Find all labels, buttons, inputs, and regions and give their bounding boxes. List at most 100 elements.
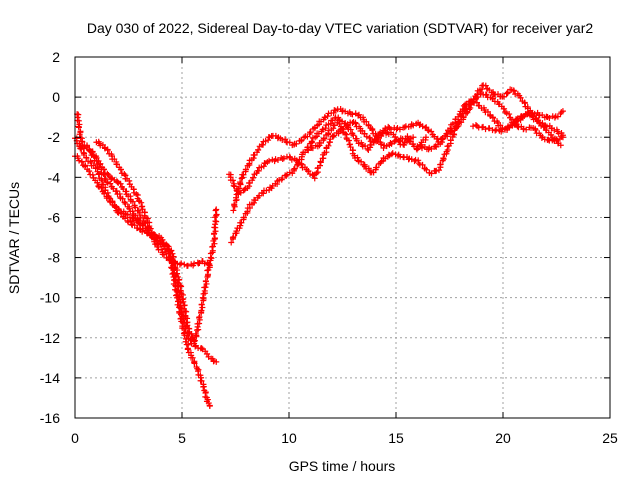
data-point	[178, 310, 185, 317]
data-point	[212, 207, 219, 214]
data-point	[387, 139, 394, 146]
data-point	[202, 284, 209, 291]
data-point	[301, 134, 308, 141]
y-tick-label: -14	[40, 370, 60, 386]
data-point	[139, 228, 146, 235]
data-point	[76, 131, 83, 138]
data-point	[198, 345, 205, 352]
data-point	[104, 147, 111, 154]
chart-title: Day 030 of 2022, Sidereal Day-to-day VTE…	[87, 20, 593, 36]
data-point	[76, 157, 83, 164]
data-point	[178, 260, 185, 267]
data-point	[326, 139, 333, 146]
data-point	[501, 105, 508, 112]
data-point	[331, 122, 338, 129]
data-point	[419, 145, 426, 152]
data-point	[460, 114, 467, 121]
data-point	[373, 164, 380, 171]
data-point	[230, 182, 237, 189]
data-point	[541, 124, 548, 131]
data-point	[529, 113, 536, 120]
data-point	[462, 101, 469, 108]
y-tick-label: -6	[48, 209, 61, 225]
data-point	[129, 214, 136, 221]
data-point	[291, 165, 298, 172]
data-series-track-7	[230, 105, 429, 214]
data-point	[506, 111, 513, 118]
data-point	[184, 322, 191, 329]
data-point	[308, 138, 315, 145]
data-point	[76, 143, 83, 150]
data-point	[347, 144, 354, 151]
data-point	[455, 120, 462, 127]
data-point	[255, 146, 262, 153]
data-point	[256, 192, 263, 199]
data-point	[322, 125, 329, 132]
data-point	[121, 171, 128, 178]
data-point	[240, 214, 247, 221]
data-series-track-10	[414, 89, 566, 153]
data-series-track-8	[305, 98, 566, 177]
data-point	[184, 262, 191, 269]
data-point	[410, 134, 417, 141]
data-point	[213, 358, 220, 365]
data-point	[206, 262, 213, 269]
data-point	[114, 161, 121, 168]
data-point	[228, 239, 235, 246]
data-point	[233, 228, 240, 235]
data-point	[283, 172, 290, 179]
data-series-track-12	[72, 153, 143, 227]
data-point	[147, 225, 154, 232]
y-tick-label: -8	[48, 250, 61, 266]
data-point	[279, 156, 286, 163]
data-point	[139, 206, 146, 213]
data-point	[349, 111, 356, 118]
y-axis-label: SDTVAR / TECUs	[6, 182, 22, 294]
data-point	[86, 147, 93, 154]
data-point	[231, 201, 238, 208]
data-point	[117, 166, 124, 173]
data-point	[366, 135, 373, 142]
data-point	[196, 314, 203, 321]
data-point	[209, 243, 216, 250]
data-point	[200, 295, 207, 302]
y-tick-label: -12	[40, 330, 60, 346]
data-point	[200, 383, 207, 390]
data-point	[104, 170, 111, 177]
data-point	[96, 161, 103, 168]
data-point	[106, 194, 113, 201]
data-point	[551, 114, 558, 121]
data-point	[86, 168, 93, 175]
data-point	[474, 94, 481, 101]
data-point	[184, 346, 191, 353]
data-point	[97, 142, 104, 149]
data-point	[198, 301, 205, 308]
data-point	[433, 167, 440, 174]
data-point	[415, 157, 422, 164]
data-point	[546, 115, 553, 122]
data-point	[129, 198, 136, 205]
data-point	[126, 177, 133, 184]
data-point	[183, 308, 190, 315]
data-point	[201, 260, 208, 267]
data-point	[524, 109, 531, 116]
data-point	[274, 157, 281, 164]
data-point	[416, 122, 423, 129]
data-point	[467, 99, 474, 106]
data-point	[387, 126, 394, 133]
data-point	[349, 130, 356, 137]
data-point	[126, 205, 133, 212]
y-tick-label: -2	[48, 129, 61, 145]
data-point	[378, 141, 385, 148]
data-point	[559, 108, 566, 115]
data-point	[107, 180, 114, 187]
data-point	[117, 180, 124, 187]
y-tick-label: 0	[52, 89, 60, 105]
data-point	[192, 330, 199, 337]
data-point	[206, 402, 213, 409]
data-point	[108, 176, 115, 183]
data-point	[212, 235, 219, 242]
data-point	[514, 115, 521, 122]
data-point	[517, 94, 524, 101]
data-point	[161, 251, 168, 258]
